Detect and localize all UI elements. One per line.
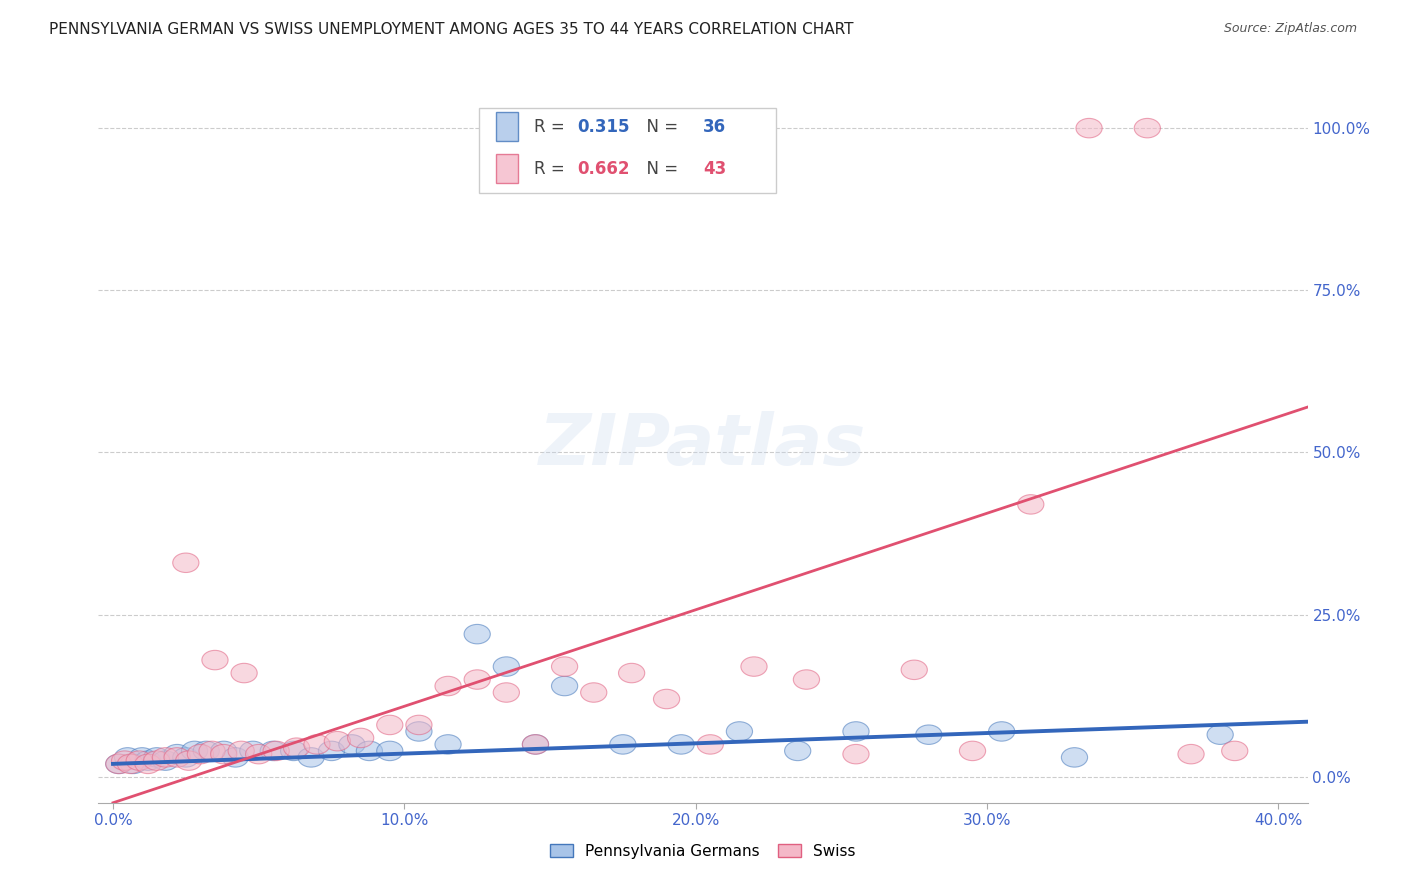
Ellipse shape bbox=[1178, 745, 1204, 764]
Ellipse shape bbox=[246, 745, 271, 764]
Ellipse shape bbox=[281, 741, 307, 761]
Ellipse shape bbox=[523, 735, 548, 754]
Ellipse shape bbox=[581, 682, 607, 702]
Ellipse shape bbox=[173, 553, 198, 573]
Ellipse shape bbox=[727, 722, 752, 741]
Ellipse shape bbox=[135, 754, 162, 773]
Ellipse shape bbox=[240, 741, 266, 761]
Ellipse shape bbox=[356, 741, 382, 761]
Ellipse shape bbox=[222, 747, 249, 767]
Ellipse shape bbox=[959, 741, 986, 761]
Ellipse shape bbox=[551, 657, 578, 676]
Text: 0.315: 0.315 bbox=[578, 118, 630, 136]
Ellipse shape bbox=[523, 735, 548, 754]
Ellipse shape bbox=[464, 624, 491, 644]
Ellipse shape bbox=[152, 751, 179, 771]
Ellipse shape bbox=[347, 728, 374, 747]
FancyBboxPatch shape bbox=[479, 109, 776, 193]
Ellipse shape bbox=[176, 751, 202, 771]
Ellipse shape bbox=[741, 657, 768, 676]
Ellipse shape bbox=[406, 715, 432, 735]
Ellipse shape bbox=[610, 735, 636, 754]
Legend: Pennsylvania Germans, Swiss: Pennsylvania Germans, Swiss bbox=[543, 836, 863, 866]
Text: N =: N = bbox=[637, 160, 683, 178]
Ellipse shape bbox=[187, 745, 214, 764]
Ellipse shape bbox=[143, 747, 170, 767]
Text: R =: R = bbox=[534, 160, 569, 178]
Ellipse shape bbox=[464, 670, 491, 690]
Text: 0.662: 0.662 bbox=[578, 160, 630, 178]
Ellipse shape bbox=[121, 754, 146, 773]
Ellipse shape bbox=[1135, 119, 1160, 138]
Text: PENNSYLVANIA GERMAN VS SWISS UNEMPLOYMENT AMONG AGES 35 TO 44 YEARS CORRELATION : PENNSYLVANIA GERMAN VS SWISS UNEMPLOYMEN… bbox=[49, 22, 853, 37]
Ellipse shape bbox=[406, 722, 432, 741]
Ellipse shape bbox=[1222, 741, 1249, 761]
Text: Source: ZipAtlas.com: Source: ZipAtlas.com bbox=[1223, 22, 1357, 36]
Ellipse shape bbox=[842, 722, 869, 741]
Ellipse shape bbox=[127, 751, 152, 771]
Ellipse shape bbox=[231, 664, 257, 682]
Text: R =: R = bbox=[534, 118, 569, 136]
Ellipse shape bbox=[318, 741, 344, 761]
Ellipse shape bbox=[1062, 747, 1088, 767]
Ellipse shape bbox=[105, 754, 132, 773]
Ellipse shape bbox=[114, 747, 141, 767]
FancyBboxPatch shape bbox=[496, 154, 517, 183]
Ellipse shape bbox=[211, 741, 236, 761]
Ellipse shape bbox=[135, 751, 162, 771]
Ellipse shape bbox=[494, 657, 519, 676]
Ellipse shape bbox=[105, 754, 132, 773]
Ellipse shape bbox=[260, 741, 287, 761]
Ellipse shape bbox=[263, 741, 290, 761]
Ellipse shape bbox=[551, 676, 578, 696]
Ellipse shape bbox=[785, 741, 811, 761]
Ellipse shape bbox=[901, 660, 928, 680]
Ellipse shape bbox=[304, 735, 330, 754]
Ellipse shape bbox=[377, 715, 404, 735]
Ellipse shape bbox=[793, 670, 820, 690]
Ellipse shape bbox=[193, 741, 219, 761]
Ellipse shape bbox=[143, 751, 170, 771]
Ellipse shape bbox=[1076, 119, 1102, 138]
Ellipse shape bbox=[1208, 725, 1233, 745]
Text: N =: N = bbox=[637, 118, 683, 136]
Ellipse shape bbox=[111, 751, 138, 771]
Ellipse shape bbox=[165, 747, 190, 767]
Text: ZIPatlas: ZIPatlas bbox=[540, 411, 866, 481]
Ellipse shape bbox=[619, 664, 645, 682]
FancyBboxPatch shape bbox=[496, 112, 517, 141]
Text: 36: 36 bbox=[703, 118, 725, 136]
Ellipse shape bbox=[654, 690, 679, 709]
Ellipse shape bbox=[1018, 495, 1043, 514]
Ellipse shape bbox=[284, 738, 309, 757]
Ellipse shape bbox=[198, 741, 225, 761]
Ellipse shape bbox=[988, 722, 1015, 741]
Ellipse shape bbox=[202, 650, 228, 670]
Ellipse shape bbox=[434, 735, 461, 754]
Ellipse shape bbox=[377, 741, 404, 761]
Ellipse shape bbox=[152, 747, 179, 767]
Ellipse shape bbox=[228, 741, 254, 761]
Ellipse shape bbox=[339, 735, 366, 754]
Text: 43: 43 bbox=[703, 160, 727, 178]
Ellipse shape bbox=[298, 747, 325, 767]
Ellipse shape bbox=[434, 676, 461, 696]
Ellipse shape bbox=[668, 735, 695, 754]
Ellipse shape bbox=[494, 682, 519, 702]
Ellipse shape bbox=[173, 747, 198, 767]
Ellipse shape bbox=[842, 745, 869, 764]
Ellipse shape bbox=[325, 731, 350, 751]
Ellipse shape bbox=[165, 745, 190, 764]
Ellipse shape bbox=[697, 735, 724, 754]
Ellipse shape bbox=[181, 741, 208, 761]
Ellipse shape bbox=[915, 725, 942, 745]
Ellipse shape bbox=[129, 747, 155, 767]
Ellipse shape bbox=[211, 745, 236, 764]
Ellipse shape bbox=[117, 754, 143, 773]
